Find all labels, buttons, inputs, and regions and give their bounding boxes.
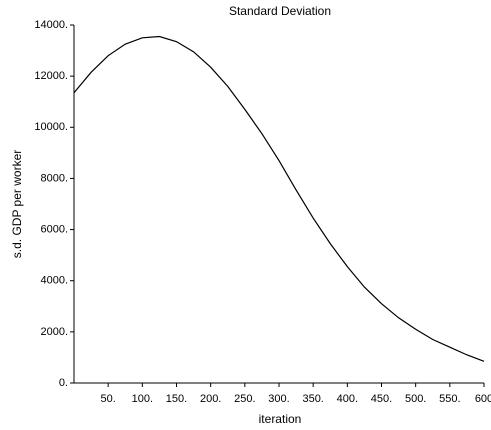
line	[73, 35, 485, 362]
x-tick-label: 600	[475, 393, 491, 405]
y-tick-label: 12000.	[34, 70, 68, 82]
chart-title: Standard Deviation	[229, 4, 331, 18]
y-tick-label: 0.	[59, 377, 68, 389]
y-axis-label: s.d. GDP per worker	[10, 150, 24, 258]
x-tick-label: 200.	[200, 393, 221, 405]
y-tick-label: 2000.	[40, 326, 68, 338]
y-tick-label: 6000.	[40, 223, 68, 235]
x-tick-label: 400.	[337, 393, 358, 405]
x-tick-label: 50.	[101, 393, 116, 405]
x-tick-label: 150.	[166, 393, 187, 405]
x-tick-label: 350.	[302, 393, 323, 405]
y-tick-label: 8000.	[40, 172, 68, 184]
x-axis-label: iteration	[259, 412, 302, 426]
x-tick-label: 450.	[371, 393, 392, 405]
x-tick-label: 550.	[439, 393, 460, 405]
y-tick-label: 10000.	[34, 121, 68, 133]
x-tick-label: 250.	[234, 393, 255, 405]
x-tick-label: 500.	[405, 393, 426, 405]
y-tick-label: 4000.	[40, 275, 68, 287]
x-tick-label: 300.	[268, 393, 289, 405]
x-tick-label: 100.	[132, 393, 153, 405]
y-tick-label: 14000.	[34, 19, 68, 31]
